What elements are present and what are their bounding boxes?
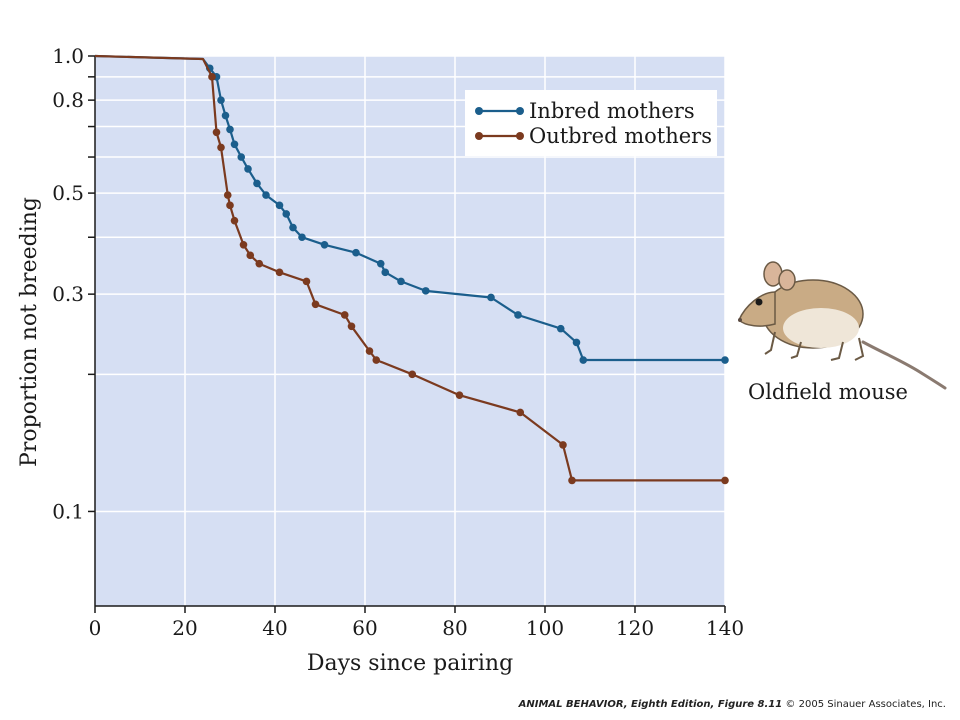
data-point-inbred xyxy=(298,233,306,242)
y-tick-label: 1.0 xyxy=(52,44,84,68)
data-point-outbred xyxy=(559,441,567,449)
data-point-inbred xyxy=(556,324,565,333)
y-tick-label: 0.3 xyxy=(52,282,84,306)
data-point-inbred xyxy=(289,223,297,232)
data-point-inbred xyxy=(421,287,430,295)
data-point-inbred xyxy=(275,201,284,210)
data-point-outbred xyxy=(347,322,356,331)
data-point-outbred xyxy=(408,370,417,379)
data-point-inbred xyxy=(217,96,225,104)
data-point-outbred xyxy=(212,128,221,137)
data-point-outbred xyxy=(365,347,374,355)
legend-marker-inbred xyxy=(475,107,483,115)
x-tick-label: 40 xyxy=(262,616,287,640)
x-axis-label: Days since pairing xyxy=(307,651,513,676)
legend-marker-outbred xyxy=(516,132,524,140)
caption-book: ANIMAL BEHAVIOR, Eighth Edition, Figure … xyxy=(518,699,783,710)
data-point-outbred xyxy=(226,201,234,210)
data-point-inbred xyxy=(579,356,588,364)
data-point-outbred xyxy=(311,300,320,309)
legend-marker-inbred xyxy=(516,107,524,115)
data-point-outbred xyxy=(246,251,255,260)
series-layer xyxy=(94,54,729,485)
axes xyxy=(88,55,726,613)
legend-label-outbred: Outbred mothers xyxy=(529,124,712,148)
data-point-outbred xyxy=(255,259,264,268)
data-point-inbred xyxy=(721,356,729,364)
data-point-inbred xyxy=(376,259,385,268)
data-point-inbred xyxy=(487,293,495,302)
data-point-outbred xyxy=(239,241,248,249)
figure-caption: ANIMAL BEHAVIOR, Eighth Edition, Figure … xyxy=(519,699,946,710)
data-point-inbred xyxy=(237,153,246,161)
x-tick-label: 20 xyxy=(172,616,197,640)
data-point-outbred xyxy=(516,408,525,417)
x-tick-label: 80 xyxy=(442,616,467,640)
x-tick-label: 120 xyxy=(616,616,654,640)
legend-label-inbred: Inbred mothers xyxy=(529,99,695,123)
data-point-outbred xyxy=(275,268,284,277)
y-axis-label: Proportion not breeding xyxy=(17,197,42,467)
legend-box xyxy=(465,90,717,156)
x-tick-label: 0 xyxy=(89,616,102,640)
data-point-inbred xyxy=(397,277,405,286)
data-point-outbred xyxy=(372,356,381,364)
data-point-inbred xyxy=(282,210,291,218)
data-point-outbred xyxy=(223,191,232,199)
tick-labels: 0 20 40 60 80 100 120 140 0.1 0.3 0.5 0.8 1.0 xyxy=(52,44,744,640)
data-point-outbred xyxy=(217,143,225,152)
mouse-label: Oldfield mouse xyxy=(748,380,908,404)
data-point-outbred xyxy=(455,391,464,399)
x-tick-label: 140 xyxy=(706,616,744,640)
data-point-inbred xyxy=(226,125,234,134)
data-point-inbred xyxy=(514,311,522,319)
data-point-inbred xyxy=(253,179,261,188)
legend: Inbred mothers Outbred mothers xyxy=(465,90,717,156)
data-point-inbred xyxy=(381,268,390,277)
data-point-inbred xyxy=(352,248,360,257)
y-tick-label: 0.5 xyxy=(52,181,84,205)
data-point-inbred xyxy=(230,140,239,149)
data-point-outbred xyxy=(568,476,576,485)
series-line-inbred xyxy=(94,54,725,362)
y-tick-label: 0.1 xyxy=(52,499,84,523)
x-tick-label: 100 xyxy=(526,616,564,640)
data-point-outbred xyxy=(208,73,216,81)
legend-marker-outbred xyxy=(475,132,483,140)
y-tick-label: 0.8 xyxy=(52,88,84,112)
data-point-outbred xyxy=(230,216,239,225)
data-point-inbred xyxy=(320,241,329,249)
caption-copyright: © 2005 Sinauer Associates, Inc. xyxy=(785,699,946,710)
data-point-inbred xyxy=(572,338,581,347)
x-tick-label: 60 xyxy=(352,616,377,640)
data-point-inbred xyxy=(221,111,230,120)
data-point-outbred xyxy=(302,277,311,286)
data-point-outbred xyxy=(721,476,729,485)
oldfield-mouse-icon xyxy=(738,261,947,390)
data-point-inbred xyxy=(244,165,252,173)
data-point-inbred xyxy=(262,191,270,199)
data-point-outbred xyxy=(340,311,349,319)
